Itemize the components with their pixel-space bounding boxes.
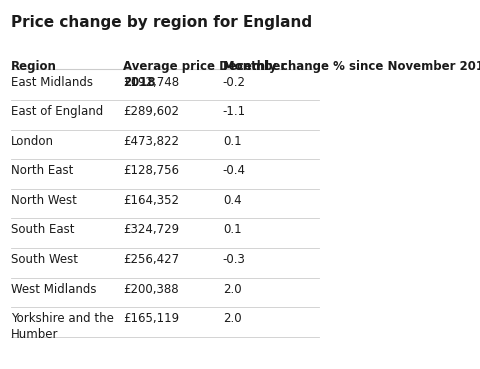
Text: South West: South West: [11, 253, 78, 266]
Text: Price change by region for England: Price change by region for England: [11, 15, 312, 30]
Text: 0.4: 0.4: [223, 194, 241, 207]
Text: East of England: East of England: [11, 105, 103, 118]
Text: South East: South East: [11, 224, 74, 237]
Text: £200,388: £200,388: [123, 283, 179, 296]
Text: Yorkshire and the
Humber: Yorkshire and the Humber: [11, 312, 113, 341]
Text: London: London: [11, 135, 54, 148]
Text: £165,119: £165,119: [123, 312, 179, 325]
Text: £256,427: £256,427: [123, 253, 179, 266]
Text: -0.2: -0.2: [223, 76, 246, 89]
Text: 0.1: 0.1: [223, 135, 241, 148]
Text: £192,748: £192,748: [123, 76, 179, 89]
Text: East Midlands: East Midlands: [11, 76, 93, 89]
Text: Average price December
2018: Average price December 2018: [123, 60, 287, 89]
Text: £473,822: £473,822: [123, 135, 179, 148]
Text: 2.0: 2.0: [223, 283, 241, 296]
Text: Region: Region: [11, 60, 57, 73]
Text: -0.4: -0.4: [223, 164, 246, 177]
Text: 2.0: 2.0: [223, 312, 241, 325]
Text: Monthly change % since November 2018: Monthly change % since November 2018: [223, 60, 480, 73]
Text: £324,729: £324,729: [123, 224, 179, 237]
Text: North East: North East: [11, 164, 73, 177]
Text: £128,756: £128,756: [123, 164, 179, 177]
Text: -1.1: -1.1: [223, 105, 246, 118]
Text: West Midlands: West Midlands: [11, 283, 96, 296]
Text: North West: North West: [11, 194, 76, 207]
Text: 0.1: 0.1: [223, 224, 241, 237]
Text: £289,602: £289,602: [123, 105, 179, 118]
Text: -0.3: -0.3: [223, 253, 246, 266]
Text: £164,352: £164,352: [123, 194, 179, 207]
